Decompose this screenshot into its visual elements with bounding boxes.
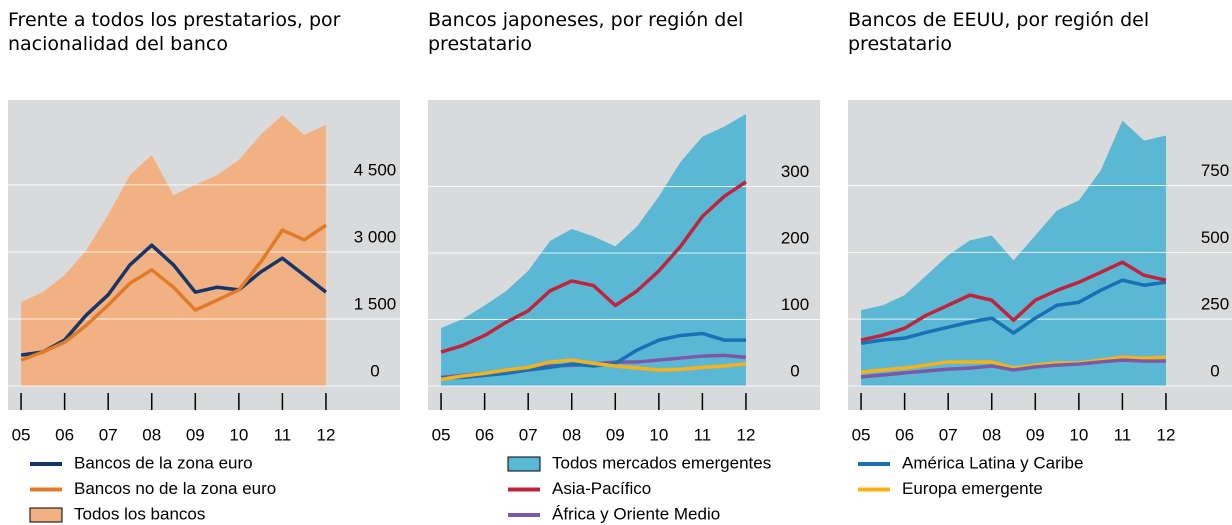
x-tick-label: 07 bbox=[99, 425, 118, 444]
y-tick-label: 200 bbox=[781, 228, 809, 247]
x-tick-label: 06 bbox=[55, 425, 74, 444]
x-tick-label: 06 bbox=[895, 425, 914, 444]
legend-swatch bbox=[29, 507, 63, 523]
x-tick-label: 12 bbox=[1156, 425, 1175, 444]
line bbox=[860, 278, 1167, 345]
y-tick-label: 3 000 bbox=[354, 227, 397, 246]
x-tick-label: 05 bbox=[12, 425, 31, 444]
x-tick-label: 10 bbox=[229, 425, 248, 444]
line bbox=[860, 260, 1167, 342]
line bbox=[440, 180, 747, 354]
x-tick-label: 12 bbox=[736, 425, 755, 444]
y-tick-label: 0 bbox=[790, 361, 799, 380]
x-tick-label: 08 bbox=[142, 425, 161, 444]
y-tick-label: 100 bbox=[781, 295, 809, 314]
x-tick-label: 08 bbox=[562, 425, 581, 444]
y-tick-label: 1 500 bbox=[354, 294, 397, 313]
y-tick-label: 0 bbox=[370, 361, 379, 380]
y-tick-label: 0 bbox=[1210, 361, 1219, 380]
x-tick-label: 06 bbox=[475, 425, 494, 444]
x-tick-label: 05 bbox=[852, 425, 871, 444]
x-tick-label: 11 bbox=[274, 425, 292, 444]
line bbox=[860, 358, 1166, 379]
y-tick-label: 300 bbox=[781, 162, 809, 181]
chart-title: Frente a todos los prestatarios, por nac… bbox=[8, 9, 341, 55]
chart-title: Bancos japoneses, por región del prestat… bbox=[428, 9, 744, 55]
x-tick-label: 09 bbox=[1026, 425, 1045, 444]
chart-title: Bancos de EEUU, por región del prestatar… bbox=[848, 9, 1150, 55]
y-tick-label: 500 bbox=[1201, 228, 1229, 247]
legend-label: Asia-Pacífico bbox=[552, 479, 651, 498]
x-tick-label: 10 bbox=[649, 425, 668, 444]
area bbox=[21, 115, 326, 386]
x-tick-label: 05 bbox=[432, 425, 451, 444]
legend-label: Bancos de la zona euro bbox=[74, 453, 253, 472]
legend-label: Bancos no de la zona euro bbox=[74, 479, 276, 498]
legend-label: Europa emergente bbox=[902, 479, 1043, 498]
x-tick-label: 11 bbox=[1114, 425, 1132, 444]
x-tick-label: 09 bbox=[186, 425, 205, 444]
legend-label: Todos mercados emergentes bbox=[552, 453, 771, 472]
line bbox=[440, 358, 747, 382]
x-tick-label: 11 bbox=[694, 425, 712, 444]
line bbox=[860, 355, 1167, 374]
x-tick-label: 12 bbox=[316, 425, 335, 444]
legend-label: América Latina y Caribe bbox=[902, 453, 1083, 472]
x-tick-label: 10 bbox=[1069, 425, 1088, 444]
legend-swatch bbox=[507, 456, 541, 472]
y-tick-label: 250 bbox=[1201, 295, 1229, 314]
y-tick-label: 750 bbox=[1201, 161, 1229, 180]
x-tick-label: 09 bbox=[606, 425, 625, 444]
line bbox=[441, 331, 746, 380]
line bbox=[20, 223, 327, 362]
y-tick-label: 4 500 bbox=[354, 160, 397, 179]
x-tick-label: 08 bbox=[982, 425, 1001, 444]
legend-label: África y Oriente Medio bbox=[552, 504, 720, 523]
x-tick-label: 07 bbox=[939, 425, 958, 444]
legend-label: Todos los bancos bbox=[74, 504, 205, 523]
line bbox=[20, 243, 328, 357]
x-tick-label: 07 bbox=[519, 425, 538, 444]
